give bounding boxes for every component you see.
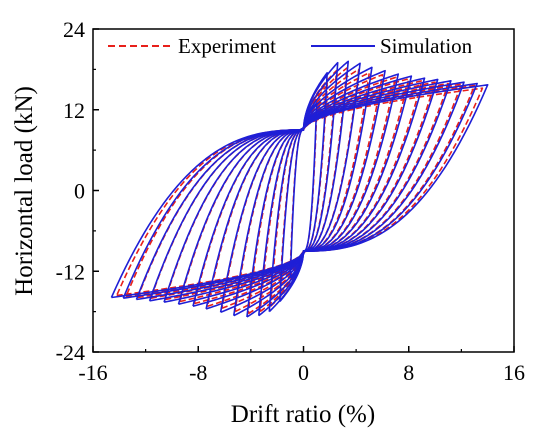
y-tick-label: 0: [74, 179, 85, 204]
simulation-loop: [110, 84, 489, 299]
axis-ticks: -16 -8 0 8 16 -24 -12 0 12 24: [56, 17, 525, 385]
experiment-loop: [221, 73, 384, 310]
y-axis-title: Horizontal load (kN): [11, 86, 38, 296]
legend-label-simulation: Simulation: [380, 34, 473, 58]
simulation-loop: [192, 75, 413, 308]
simulation-loop: [246, 62, 361, 318]
y-tick-label: -12: [56, 259, 85, 284]
simulation-loop: [205, 73, 400, 310]
simulation-loop: [177, 77, 426, 305]
simulation-loop: [122, 82, 478, 299]
x-tick-label: -8: [189, 360, 207, 385]
plot-frame: [92, 28, 515, 353]
x-tick-label: 8: [403, 360, 414, 385]
curves-layer: [110, 60, 489, 318]
x-axis-title: Drift ratio (%): [231, 401, 375, 428]
simulation-loop: [257, 60, 350, 317]
x-tick-label: -16: [78, 360, 107, 385]
simulation-loop: [232, 66, 373, 317]
simulation-loop: [163, 78, 439, 303]
legend: Experiment Simulation: [108, 34, 473, 58]
simulation-loop: [219, 69, 386, 314]
simulation-loop: [135, 81, 465, 301]
x-tick-label: 16: [503, 360, 525, 385]
simulation-loop: [148, 80, 452, 302]
legend-label-experiment: Experiment: [178, 34, 276, 58]
x-tick-label: 0: [298, 360, 309, 385]
y-tick-label: 12: [63, 98, 85, 123]
y-tick-label: 24: [63, 17, 85, 42]
experiment-loop: [206, 76, 397, 308]
y-tick-label: -24: [56, 340, 85, 365]
simulation-loop: [268, 61, 339, 313]
